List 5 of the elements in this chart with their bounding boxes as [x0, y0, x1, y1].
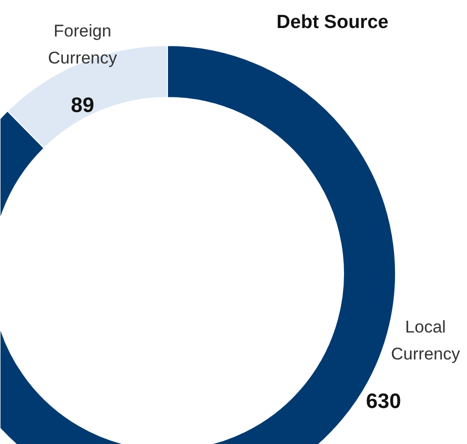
- data-label: 630: [366, 390, 402, 413]
- chart-title: Debt Source: [276, 12, 388, 33]
- slice-label: Foreign Currency: [48, 22, 118, 68]
- data-label: 89: [70, 94, 94, 117]
- slice-label: Local Currency: [391, 318, 460, 364]
